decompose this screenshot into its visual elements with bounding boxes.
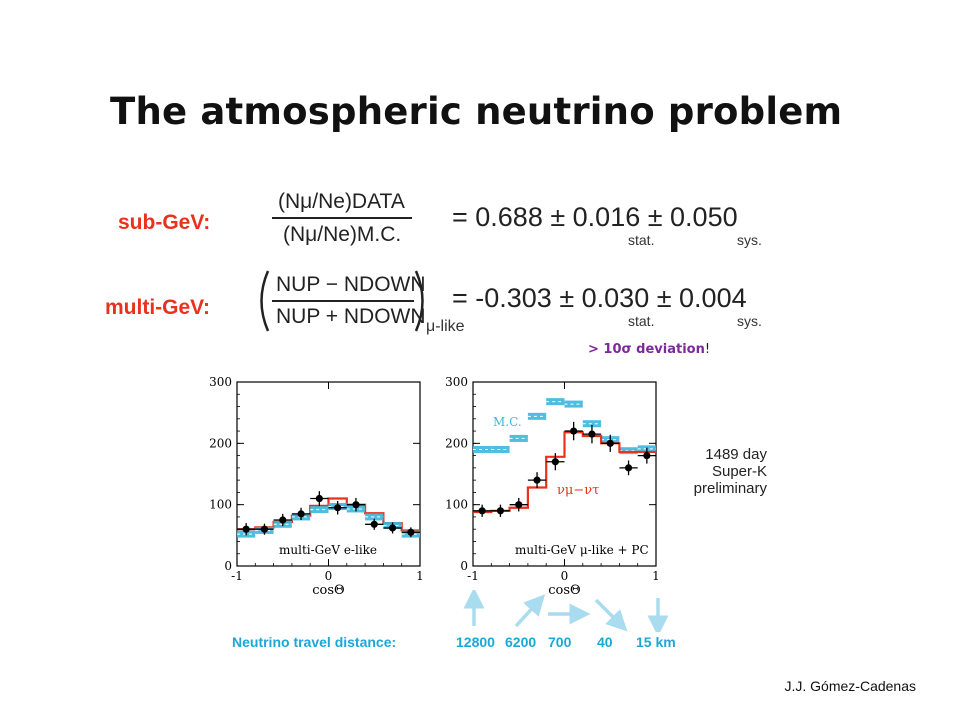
plot-annotation: multi-GeV e-like xyxy=(279,543,377,557)
deviation-text: > 10σ deviation xyxy=(588,342,705,357)
distance-700: 700 xyxy=(548,634,572,650)
data-point xyxy=(643,452,651,460)
multigev-result: = -0.303 ± 0.030 ± 0.004 xyxy=(452,283,747,313)
x-tick-label: -1 xyxy=(467,569,479,583)
mc-band-bin xyxy=(564,400,583,408)
info-line-3: preliminary xyxy=(693,480,767,497)
exposure-info: 1489 day Super-K preliminary xyxy=(683,446,767,497)
x-tick-label: -1 xyxy=(231,569,243,583)
y-tick-label: 300 xyxy=(209,375,232,389)
oscillation-label: νμ−ντ xyxy=(557,483,599,498)
deviation-bang: ! xyxy=(704,342,711,357)
data-point xyxy=(334,504,342,512)
data-point xyxy=(352,501,360,509)
x-tick-label: 1 xyxy=(416,569,424,583)
mc-band-bin xyxy=(509,434,528,442)
y-tick-label: 200 xyxy=(209,436,232,450)
y-tick-label: 200 xyxy=(445,436,468,450)
data-point xyxy=(260,525,269,533)
data-point xyxy=(242,525,250,533)
author-credit: J.J. Gómez-Cadenas xyxy=(784,678,917,694)
data-point xyxy=(407,528,415,536)
y-tick-label: 100 xyxy=(209,498,232,512)
mc-label: M.C. xyxy=(493,415,522,429)
right-paren xyxy=(414,270,424,332)
subgev-result: = 0.688 ± 0.016 ± 0.050 xyxy=(452,202,738,232)
y-tick-label: 0 xyxy=(460,559,468,573)
arrow-40 xyxy=(594,598,628,632)
subgev-numerator: (Nμ/Ne)DATA xyxy=(278,190,405,213)
deviation-note: > 10σ deviation! xyxy=(588,342,710,357)
mc-band-bin xyxy=(527,412,547,420)
y-tick-label: 0 xyxy=(224,559,232,573)
data-point xyxy=(496,507,505,515)
page-title: The atmospheric neutrino problem xyxy=(110,90,843,133)
data-point xyxy=(370,520,378,528)
data-point xyxy=(478,507,486,515)
mc-band-bin xyxy=(491,445,510,453)
x-axis-label: cosΘ xyxy=(548,583,580,598)
multigev-numerator: NUP − NDOWN xyxy=(276,273,426,296)
mc-band-bin xyxy=(582,420,602,428)
data-point xyxy=(570,427,578,435)
subgev-fraction-line xyxy=(272,217,412,219)
data-point xyxy=(624,464,633,472)
multigev-label: multi-GeV: xyxy=(105,296,211,319)
multigev-fraction-line xyxy=(272,300,414,302)
data-point xyxy=(515,501,523,509)
data-point xyxy=(279,516,287,524)
data-point xyxy=(588,430,596,438)
multigev-subscript: μ-like xyxy=(426,318,465,335)
mc-band-bin xyxy=(365,513,384,521)
y-tick-label: 100 xyxy=(445,498,468,512)
mc-band-bin xyxy=(473,445,492,453)
subgev-denominator: (Nμ/Ne)M.C. xyxy=(283,223,402,246)
data-point xyxy=(533,476,541,484)
data-point xyxy=(388,524,397,532)
data-point xyxy=(315,494,323,503)
left-paren xyxy=(260,270,270,332)
plot-frame xyxy=(236,381,421,567)
data-point xyxy=(606,439,614,447)
subgev-stat-label: stat. xyxy=(628,232,655,248)
mc-band-bin xyxy=(619,447,638,455)
x-tick-label: 0 xyxy=(325,569,333,583)
subgev-sys-label: sys. xyxy=(737,232,762,248)
arrow-6200 xyxy=(514,594,546,628)
info-line-2: Super-K xyxy=(711,463,767,480)
subgev-label: sub-GeV: xyxy=(118,211,211,234)
mc-band-bin xyxy=(546,398,565,406)
y-tick-label: 300 xyxy=(445,375,468,389)
data-point xyxy=(551,458,559,466)
distance-15km: 15 km xyxy=(636,634,676,650)
distance-12800: 12800 xyxy=(456,634,495,650)
multigev-denominator: NUP + NDOWN xyxy=(276,305,426,328)
multigev-sys-label: sys. xyxy=(737,313,762,329)
multigev-stat-label: stat. xyxy=(628,313,655,329)
travel-arrows xyxy=(463,590,669,632)
distance-6200: 6200 xyxy=(505,634,537,650)
x-tick-label: 0 xyxy=(561,569,569,583)
plot-annotation: multi-GeV μ-like + PC xyxy=(515,543,649,557)
info-line-1: 1489 day xyxy=(705,446,767,463)
mc-band-bin xyxy=(310,506,329,514)
x-tick-label: 1 xyxy=(652,569,660,583)
distance-40: 40 xyxy=(597,634,613,650)
x-axis-label: cosΘ xyxy=(312,583,344,598)
travel-distance-label: Neutrino travel distance: xyxy=(232,634,397,650)
data-point xyxy=(297,510,305,518)
